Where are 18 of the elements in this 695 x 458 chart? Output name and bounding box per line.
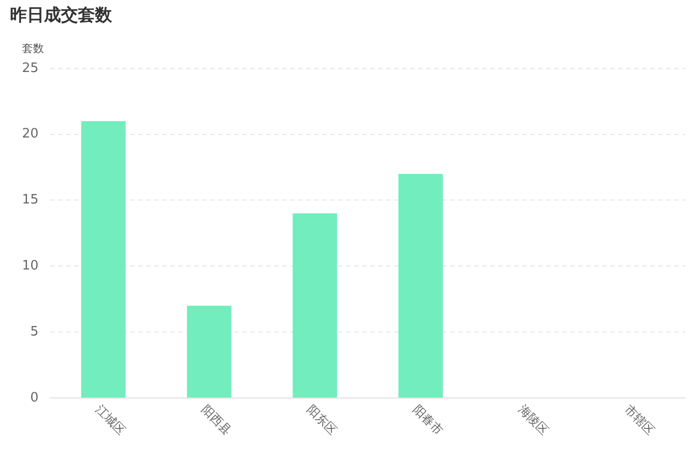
x-tick-label: 市辖区: [622, 402, 658, 438]
x-tick-label: 阳西县: [198, 402, 234, 438]
bar: [398, 174, 443, 398]
y-tick-label: 10: [22, 258, 39, 274]
bar: [186, 306, 232, 398]
y-tick-label: 15: [22, 192, 39, 208]
chart-title: 昨日成交套数: [10, 6, 113, 26]
y-axis-title: 套数: [22, 42, 44, 55]
y-tick-label: 25: [22, 60, 39, 76]
y-tick-label: 0: [30, 390, 39, 406]
y-tick-label: 5: [30, 324, 39, 340]
x-tick-label: 阳东区: [304, 402, 340, 438]
x-tick-label: 海陵区: [516, 402, 552, 438]
bar: [81, 121, 126, 398]
bar: [292, 213, 338, 398]
x-tick-label: 阳春市: [410, 402, 446, 438]
y-tick-label: 20: [22, 126, 39, 142]
x-tick-label: 江城区: [93, 402, 128, 438]
